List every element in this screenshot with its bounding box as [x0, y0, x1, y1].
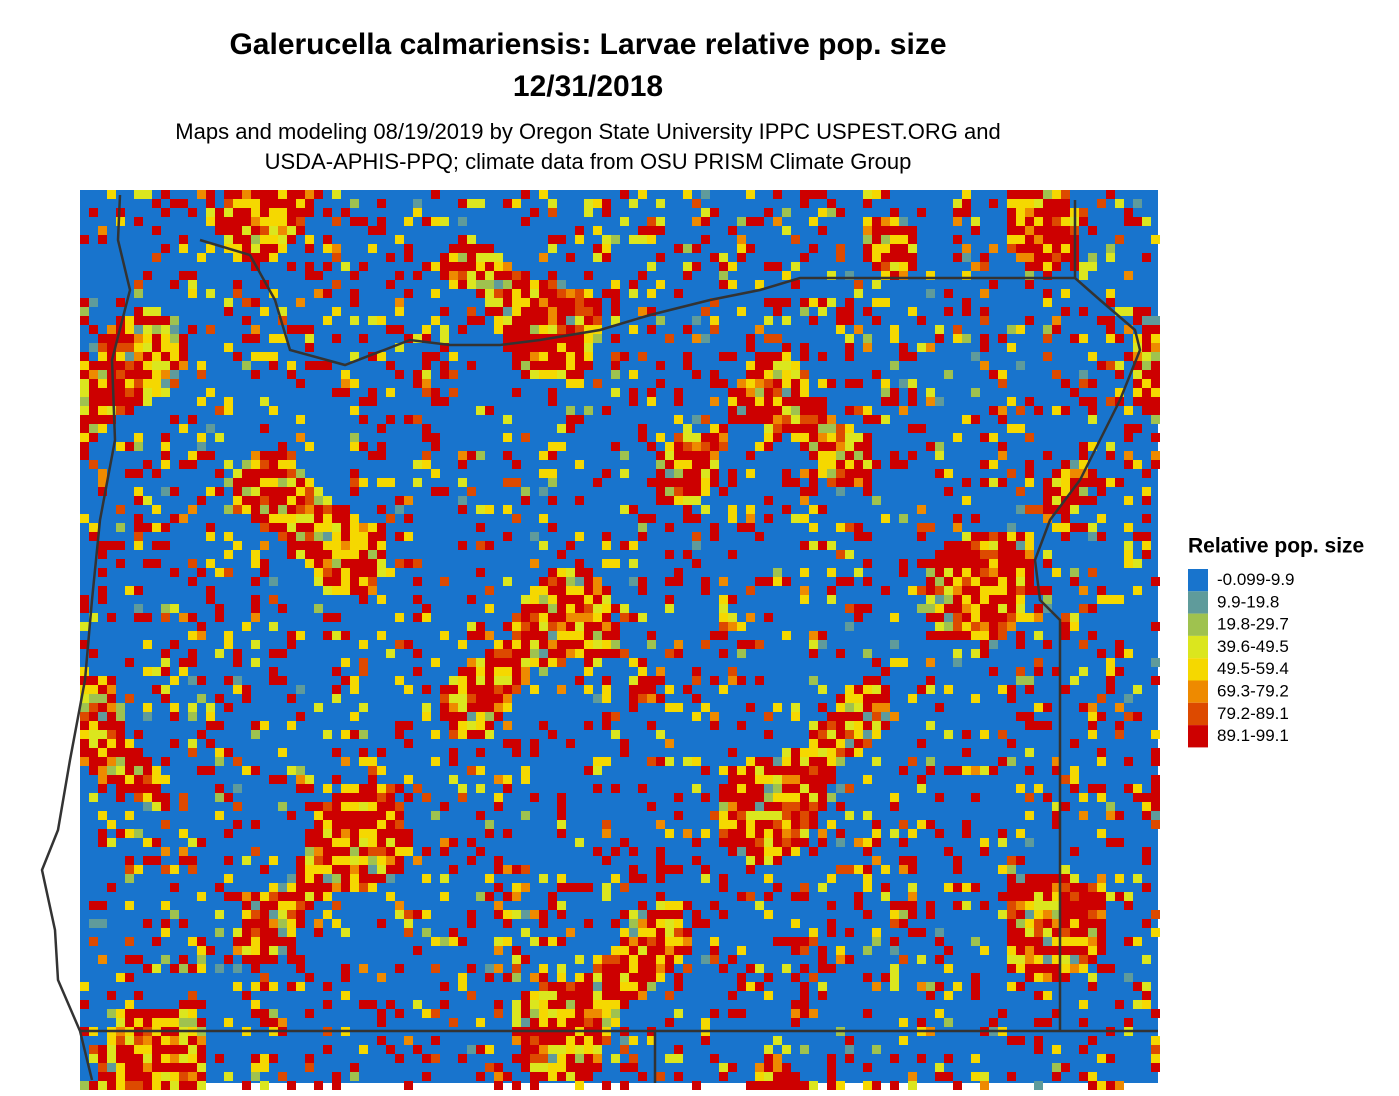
legend-label: 39.6-49.5	[1217, 637, 1289, 656]
legend-swatch	[1188, 702, 1208, 726]
legend-label: -0.099-9.9	[1217, 570, 1295, 589]
legend-swatch	[1188, 613, 1208, 636]
legend-swatch	[1188, 725, 1208, 748]
subtitle-line: Maps and modeling 08/19/2019 by Oregon S…	[175, 119, 1000, 144]
legend-label: 79.2-89.1	[1217, 704, 1289, 723]
legend-swatch	[1188, 635, 1208, 659]
state-border	[40, 194, 132, 1081]
raster-cells	[80, 190, 1151, 1090]
legend-label: 19.8-29.7	[1217, 615, 1289, 634]
legend-title: Relative pop. size	[1188, 535, 1364, 558]
legend-swatch	[1188, 591, 1208, 614]
legend-swatch	[1188, 680, 1208, 703]
map-raster	[80, 190, 1160, 1090]
borders	[40, 194, 1158, 1083]
legend-swatch	[1188, 658, 1208, 681]
legend-label: 69.3-79.2	[1217, 681, 1289, 700]
title-line: 12/31/2018	[513, 70, 663, 103]
legend-label: 9.9-19.8	[1217, 592, 1279, 611]
subtitle-line: USDA-APHIS-PPQ; climate data from OSU PR…	[265, 149, 912, 174]
raster-cells	[80, 190, 1160, 1090]
state-border	[199, 238, 1142, 1031]
title-line: Galerucella calmariensis: Larvae relativ…	[229, 28, 946, 61]
legend-swatch	[1188, 569, 1208, 592]
legend-label: 89.1-99.1	[1217, 726, 1289, 745]
legend-label: 49.5-59.4	[1217, 659, 1289, 678]
legend: -0.099-9.9 9.9-19.8 19.8-29.7 39.6-49.5 49.5…	[1188, 569, 1295, 748]
